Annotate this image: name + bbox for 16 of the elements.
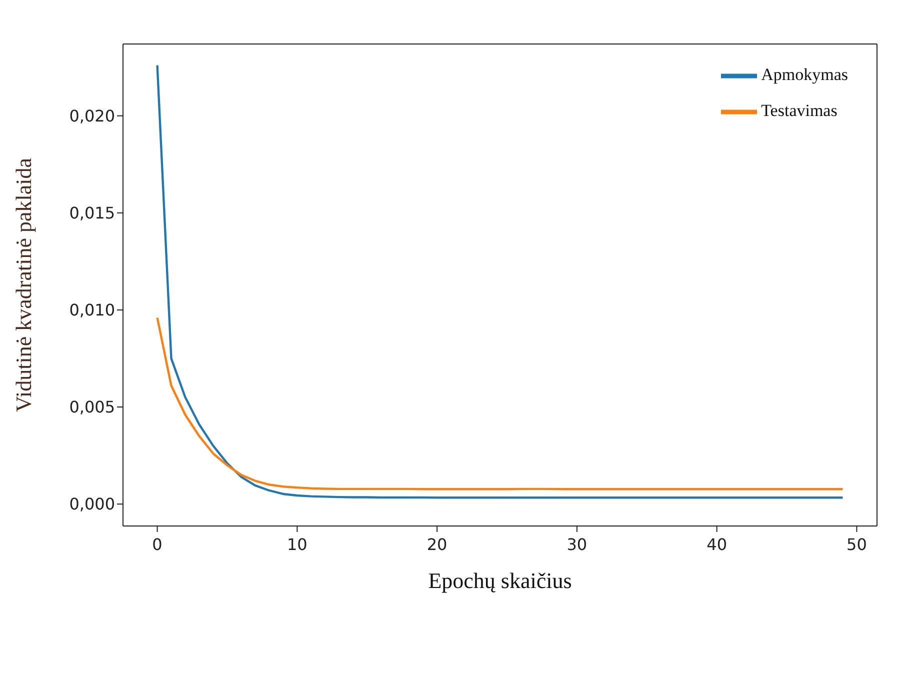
- y-axis-title: Vidutinė kvadratinė paklaida: [10, 158, 36, 412]
- legend-label: Testavimas: [761, 100, 838, 120]
- line-series: [156, 316, 844, 490]
- x-tick-label: 10: [286, 535, 308, 554]
- legend-label: Apmokymas: [761, 64, 848, 84]
- y-tick-label: 0,010: [69, 300, 115, 320]
- x-tick-label: 0: [152, 535, 162, 554]
- x-axis-title: Epochų skaičius: [428, 568, 572, 593]
- y-tick-label: 0,015: [69, 204, 115, 223]
- y-tick-label: 0,020: [69, 106, 115, 126]
- x-tick-label: 50: [846, 535, 867, 554]
- y-tick-label: 0,000: [69, 494, 115, 514]
- x-tick-label: 40: [706, 535, 728, 554]
- x-tick-label: 30: [566, 535, 588, 554]
- y-tick-label: 0,005: [69, 398, 115, 417]
- x-tick-label: 20: [426, 535, 448, 554]
